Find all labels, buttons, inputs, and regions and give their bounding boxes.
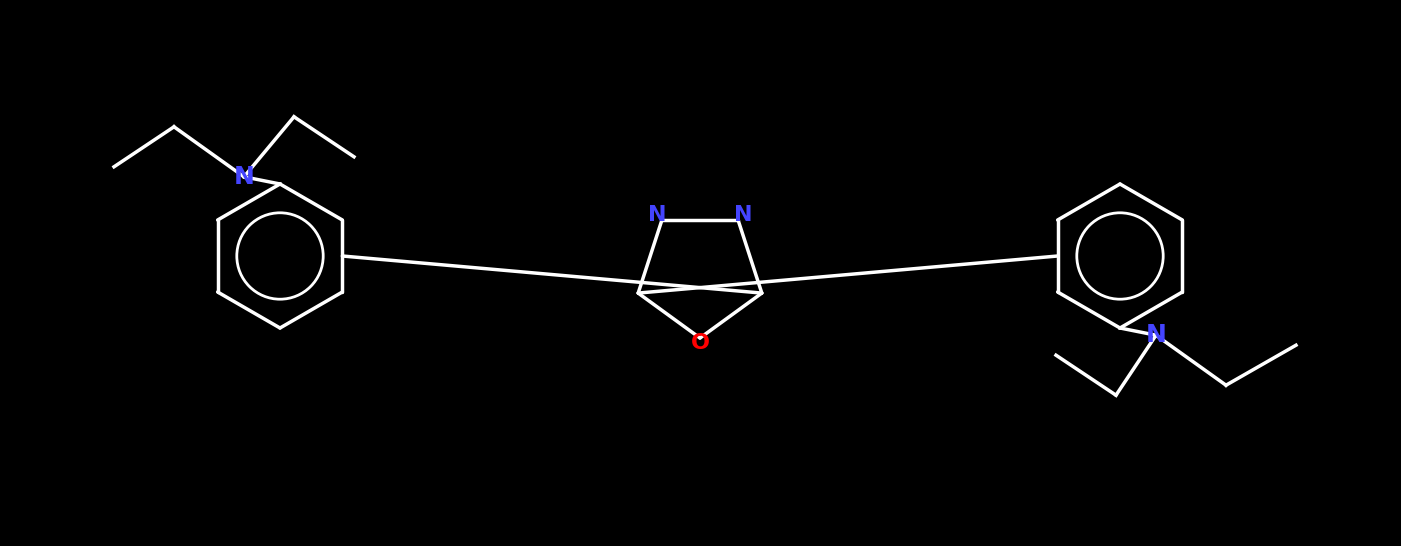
- Text: N: N: [1146, 323, 1167, 347]
- Text: O: O: [691, 333, 709, 353]
- Text: N: N: [734, 205, 752, 225]
- Text: N: N: [234, 165, 255, 189]
- Text: N: N: [647, 205, 665, 225]
